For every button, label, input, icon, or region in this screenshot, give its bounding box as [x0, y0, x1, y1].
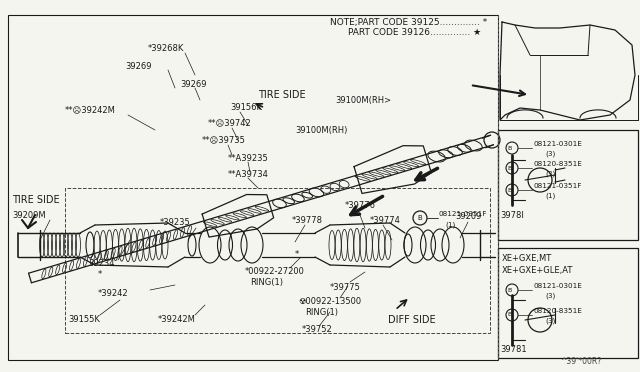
Text: **☹39742: **☹39742 — [208, 119, 252, 128]
Text: XE+GXE,MT: XE+GXE,MT — [502, 253, 552, 263]
Text: 39100M(RH>: 39100M(RH> — [335, 96, 391, 105]
Text: 39209M: 39209M — [12, 211, 45, 219]
Text: 39269: 39269 — [125, 61, 152, 71]
Text: 08120-8351E: 08120-8351E — [534, 308, 583, 314]
Text: 08121-0301E: 08121-0301E — [534, 283, 583, 289]
Text: B: B — [508, 187, 512, 192]
Text: (3): (3) — [545, 318, 556, 324]
Text: (1): (1) — [445, 222, 455, 228]
Text: RING(1): RING(1) — [305, 308, 338, 317]
Text: 08121-0351F: 08121-0351F — [439, 211, 488, 217]
Text: PART CODE 39126.............. ★: PART CODE 39126.............. ★ — [348, 28, 481, 36]
Text: *00922-27200: *00922-27200 — [245, 267, 305, 276]
Text: **☹39735: **☹39735 — [202, 135, 246, 144]
Text: 39156K: 39156K — [230, 103, 262, 112]
Text: 39781: 39781 — [500, 346, 527, 355]
Text: 08121-0351F: 08121-0351F — [534, 183, 582, 189]
Bar — [498, 130, 638, 240]
Text: ^39'*00R?: ^39'*00R? — [560, 357, 601, 366]
Text: (1): (1) — [545, 193, 556, 199]
Text: NOTE;PART CODE 39125.............. *: NOTE;PART CODE 39125.............. * — [330, 17, 487, 26]
Text: 39269: 39269 — [180, 80, 207, 89]
Text: 3978I: 3978I — [500, 211, 524, 219]
Text: ☢00922-13500: ☢00922-13500 — [298, 298, 361, 307]
Text: 39100M(RH): 39100M(RH) — [295, 125, 348, 135]
Text: B: B — [508, 312, 512, 317]
Text: B: B — [508, 145, 512, 151]
Text: 39209: 39209 — [455, 212, 481, 221]
Text: **A39235: **A39235 — [228, 154, 269, 163]
Text: (3): (3) — [545, 293, 556, 299]
Text: XE+GXE+GLE,AT: XE+GXE+GLE,AT — [502, 266, 573, 275]
Text: 39155K: 39155K — [68, 315, 100, 324]
Text: B: B — [508, 288, 512, 292]
Text: RING(1): RING(1) — [250, 279, 283, 288]
Text: (3): (3) — [545, 171, 556, 177]
Text: *39242M: *39242M — [158, 315, 196, 324]
Text: DIFF SIDE: DIFF SIDE — [388, 315, 436, 325]
Text: *39268K: *39268K — [148, 44, 184, 52]
Text: *39776: *39776 — [345, 201, 376, 209]
Text: 39234: 39234 — [88, 260, 115, 269]
Text: *39774: *39774 — [370, 215, 401, 224]
Text: **☹39242M: **☹39242M — [65, 106, 116, 115]
Text: *39775: *39775 — [330, 283, 361, 292]
Bar — [8, 15, 498, 360]
Bar — [498, 248, 638, 358]
Text: B: B — [418, 215, 422, 221]
Text: TIRE SIDE: TIRE SIDE — [12, 195, 60, 205]
Text: B: B — [508, 166, 512, 170]
Bar — [65, 188, 490, 333]
Text: *: * — [98, 270, 102, 279]
Text: *39752: *39752 — [302, 326, 333, 334]
Text: (3): (3) — [545, 151, 556, 157]
Text: *39235: *39235 — [160, 218, 191, 227]
Text: *39242: *39242 — [98, 289, 129, 298]
Text: TIRE SIDE: TIRE SIDE — [258, 90, 306, 100]
Text: 08120-8351E: 08120-8351E — [534, 161, 583, 167]
Text: 08121-0301E: 08121-0301E — [534, 141, 583, 147]
Text: *: * — [295, 250, 300, 260]
Text: *39778: *39778 — [292, 215, 323, 224]
Text: **A39734: **A39734 — [228, 170, 269, 179]
